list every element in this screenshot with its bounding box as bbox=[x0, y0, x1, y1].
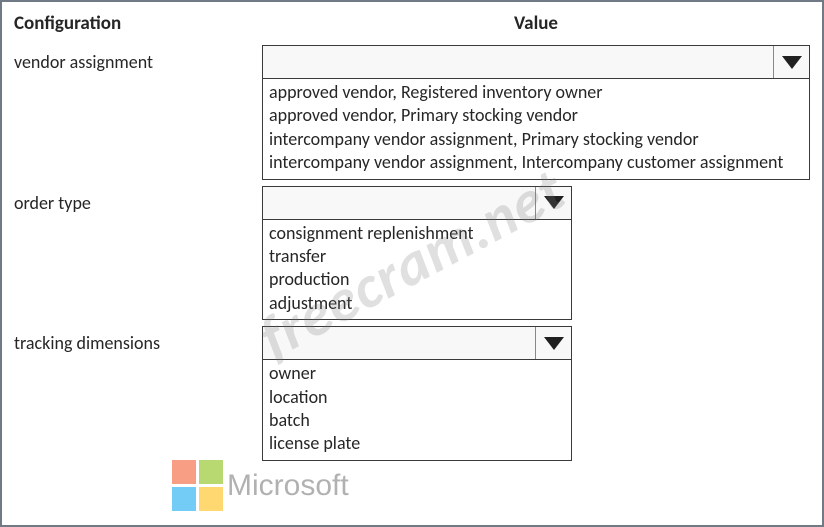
microsoft-logo-icon bbox=[172, 460, 223, 511]
dropdown-options-list: approved vendor, Registered inventory ow… bbox=[262, 79, 810, 180]
config-row-vendor-assignment: vendor assignment approved vendor, Regis… bbox=[14, 45, 810, 180]
dropdown-option[interactable]: owner bbox=[269, 362, 565, 385]
dropdown-option[interactable]: intercompany vendor assignment, Primary … bbox=[269, 128, 803, 151]
chevron-down-icon bbox=[544, 337, 564, 350]
dropdown-option[interactable]: intercompany vendor assignment, Intercom… bbox=[269, 151, 803, 174]
dropdown-options-list: consignment replenishment transfer produ… bbox=[262, 220, 572, 321]
dropdown-option[interactable]: location bbox=[269, 386, 565, 409]
header-value: Value bbox=[262, 12, 810, 35]
label-order-type: order type bbox=[14, 186, 262, 214]
dropdown-option[interactable]: approved vendor, Primary stocking vendor bbox=[269, 104, 803, 127]
label-vendor-assignment: vendor assignment bbox=[14, 45, 262, 73]
dropdown-toggle-button[interactable] bbox=[535, 187, 571, 219]
dropdown-option[interactable]: approved vendor, Registered inventory ow… bbox=[269, 81, 803, 104]
table-header: Configuration Value bbox=[14, 12, 810, 35]
config-row-tracking-dimensions: tracking dimensions owner location batch… bbox=[14, 326, 810, 461]
dropdown-toggle-button[interactable] bbox=[773, 46, 809, 78]
dropdown-toggle-button[interactable] bbox=[535, 327, 571, 359]
config-row-order-type: order type consignment replenishment tra… bbox=[14, 186, 810, 321]
label-tracking-dimensions: tracking dimensions bbox=[14, 326, 262, 354]
dropdown-selected bbox=[263, 187, 535, 219]
dropdown-vendor-assignment[interactable]: approved vendor, Registered inventory ow… bbox=[262, 45, 810, 180]
header-configuration: Configuration bbox=[14, 12, 262, 35]
dropdown-selected bbox=[263, 327, 535, 359]
dropdown-options-list: owner location batch license plate bbox=[262, 360, 572, 461]
chevron-down-icon bbox=[544, 196, 564, 209]
microsoft-logo-text: Microsoft bbox=[227, 469, 349, 503]
dropdown-option[interactable]: production bbox=[269, 268, 565, 291]
dropdown-option[interactable]: consignment replenishment bbox=[269, 222, 565, 245]
chevron-down-icon bbox=[782, 56, 802, 69]
microsoft-logo: Microsoft bbox=[172, 460, 349, 511]
dropdown-order-type[interactable]: consignment replenishment transfer produ… bbox=[262, 186, 572, 321]
dropdown-selected bbox=[263, 46, 773, 78]
dropdown-option[interactable]: adjustment bbox=[269, 292, 565, 315]
dropdown-option[interactable]: license plate bbox=[269, 432, 565, 455]
dropdown-tracking-dimensions[interactable]: owner location batch license plate bbox=[262, 326, 572, 461]
dropdown-option[interactable]: batch bbox=[269, 409, 565, 432]
dropdown-option[interactable]: transfer bbox=[269, 245, 565, 268]
